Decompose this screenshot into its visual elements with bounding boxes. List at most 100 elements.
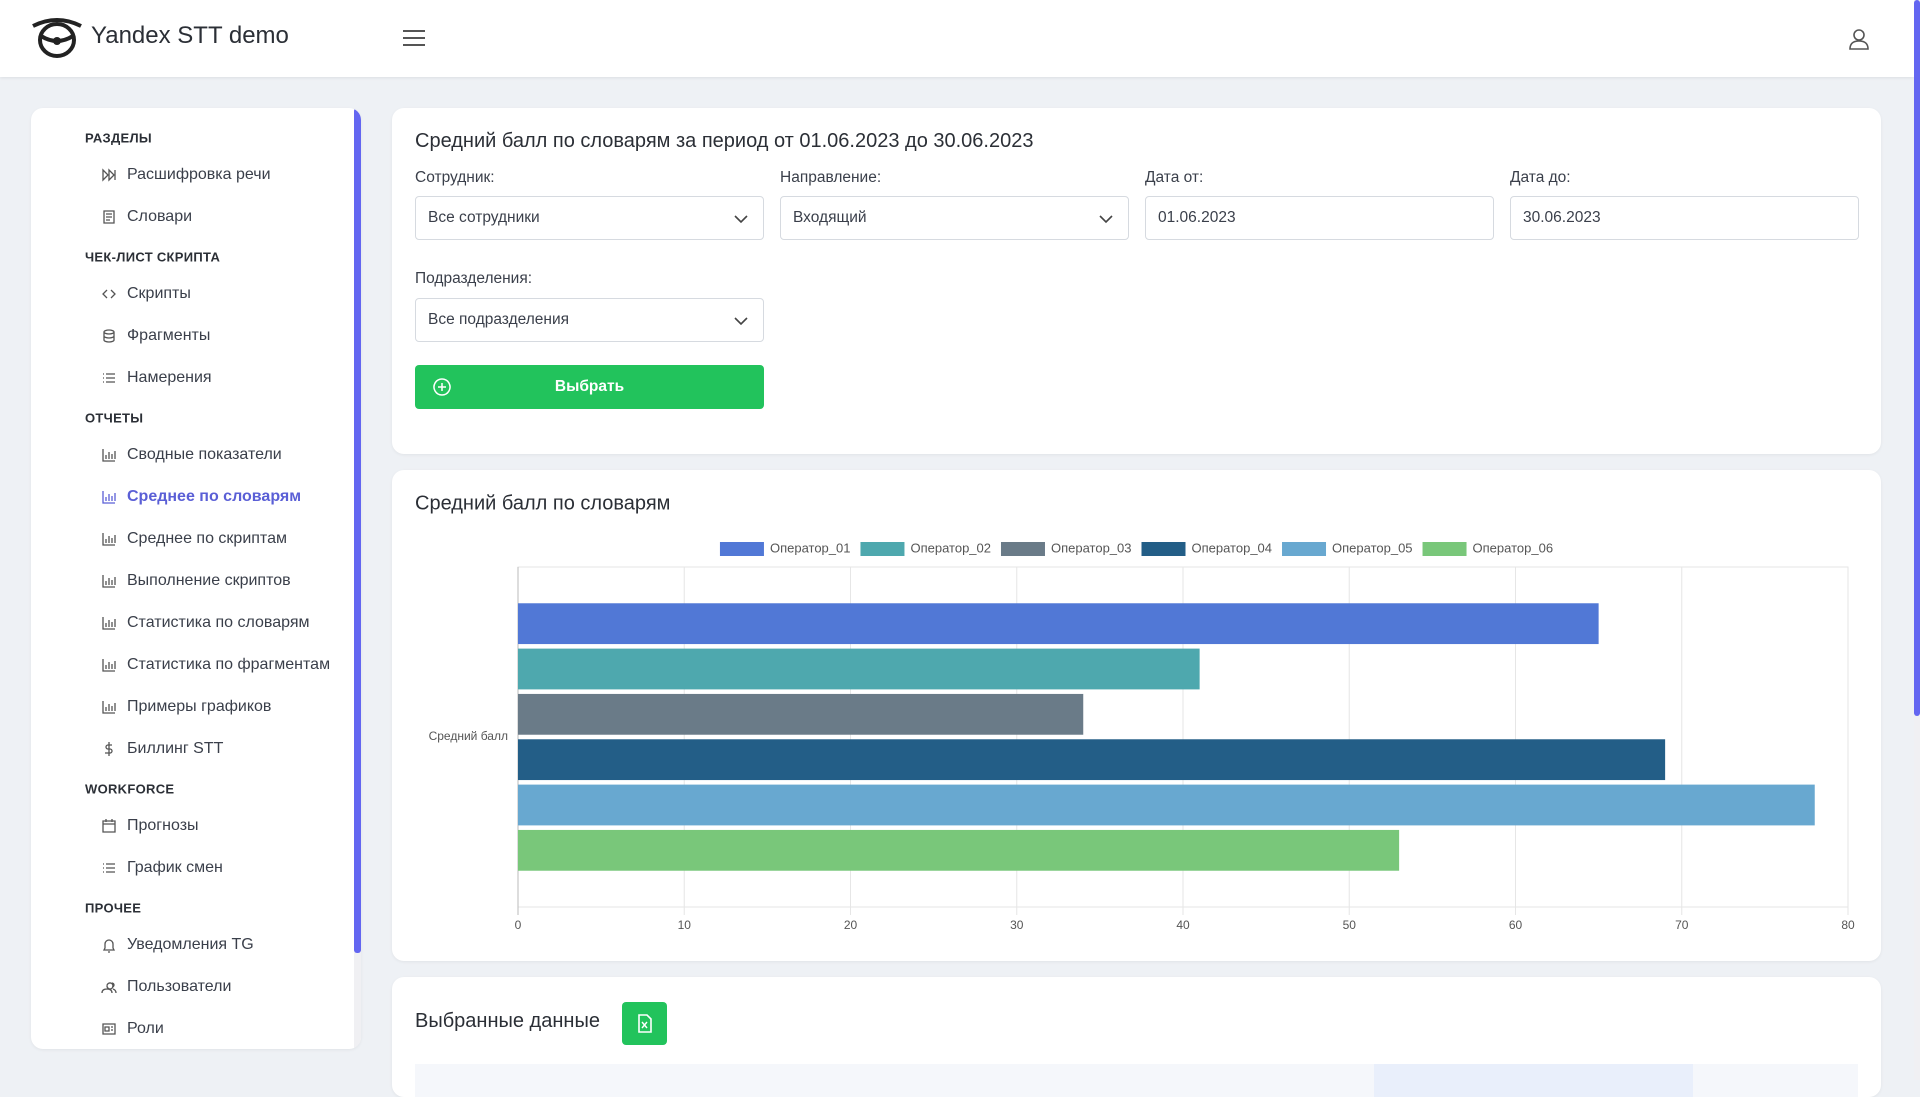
sidebar-item-label: Статистика по словарям [127, 614, 310, 631]
chevron [734, 215, 748, 224]
sidebar-icon [102, 617, 116, 630]
sidebar-item[interactable]: Статистика по фрагментам [77, 647, 361, 683]
legend-label: Оператор_06 [1473, 540, 1554, 555]
sidebar-item[interactable]: График смен [77, 850, 361, 886]
legend-swatch [1282, 542, 1327, 556]
legend-swatch [860, 542, 905, 556]
chevron-path [1099, 215, 1113, 224]
sidebar-item[interactable]: Примеры графиков [77, 689, 361, 725]
field-label: Подразделения: [415, 270, 533, 287]
page-scroll-thumb[interactable] [1914, 0, 1920, 716]
icon-path [103, 329, 115, 343]
sidebar-icon [102, 701, 116, 714]
icon-path [102, 617, 116, 630]
icon-path [102, 701, 116, 714]
sidebar-section-title: ЧЕК-ЛИСТ СКРИПТА [85, 249, 221, 265]
export-button[interactable] [622, 1002, 667, 1045]
menu-toggle[interactable] [402, 28, 426, 48]
legend-label: Оператор_03 [1051, 540, 1132, 555]
sidebar-scroll-thumb[interactable] [354, 108, 361, 953]
sidebar-item[interactable]: Статистика по словарям [77, 605, 361, 641]
sidebar-icon [102, 168, 116, 182]
sidebar-item-label: Фрагменты [127, 327, 211, 344]
button-label: Выбрать [554, 378, 625, 395]
sidebar-item[interactable]: Среднее по словарям [77, 479, 361, 515]
sidebar-icon [103, 373, 115, 383]
button-icon-path [433, 378, 451, 396]
icon-path [102, 491, 116, 504]
sidebar-icon [103, 329, 115, 343]
icon-path [102, 533, 116, 546]
sidebar-icon [103, 863, 115, 873]
icon-path [102, 449, 116, 462]
sidebar-item[interactable]: Намерения [77, 360, 361, 396]
sidebar-item[interactable]: Пользователи [77, 969, 361, 1005]
sidebar-item[interactable]: Выполнение скриптов [77, 563, 361, 599]
bar [518, 603, 1599, 645]
filter-title: Средний балл по словарям за период от 01… [415, 130, 1034, 152]
field-label: Дата от: [1145, 169, 1204, 186]
sidebar-item[interactable]: Скрипты [77, 276, 361, 312]
sidebar-icon [102, 491, 116, 504]
sidebar-item[interactable]: Роли [77, 1011, 361, 1047]
user-menu[interactable] [1847, 27, 1871, 51]
bar [518, 693, 1084, 735]
chevron-path [734, 215, 748, 224]
sidebar-item[interactable]: Прогнозы [77, 808, 361, 844]
top-bar: Yandex STT demo [0, 0, 1914, 77]
field-value: 30.06.2023 [1523, 209, 1601, 226]
legend-label: Оператор_02 [910, 540, 991, 555]
sidebar-item-label: Расшифровка речи [127, 166, 271, 183]
sidebar-item[interactable]: Биллинг STT [77, 731, 361, 767]
select-field[interactable]: Входящий [780, 196, 1129, 240]
field-label: Дата до: [1510, 169, 1571, 186]
sidebar-item[interactable]: Словари [77, 199, 361, 235]
legend-label: Оператор_04 [1192, 540, 1273, 555]
date-field[interactable]: 30.06.2023 [1510, 196, 1859, 240]
select-field[interactable]: Все сотрудники [415, 196, 764, 240]
sidebar-icon [102, 575, 116, 588]
sidebar-section-title: ПРОЧЕЕ [85, 900, 142, 916]
field-value: Входящий [793, 209, 867, 226]
export-icon [638, 1014, 652, 1033]
chart-card: Средний балл по словарям 0 10 20 30 40 50 60 70… [392, 470, 1881, 961]
sidebar-item[interactable]: Фрагменты [77, 318, 361, 354]
sidebar-icon [105, 742, 113, 756]
sidebar-item-label: Пользователи [127, 978, 232, 995]
bar [518, 648, 1200, 690]
sidebar-section-title: РАЗДЕЛЫ [85, 130, 152, 146]
bar [518, 784, 1815, 826]
sidebar-icon [102, 659, 116, 672]
chevron-path [734, 317, 748, 326]
submit-button[interactable]: Выбрать [415, 365, 764, 409]
sidebar-icon [102, 939, 116, 953]
x-tick-label: 50 [1343, 918, 1357, 932]
sidebar-item-label: Намерения [127, 369, 212, 386]
selected-card: Выбранные данные [392, 977, 1881, 1097]
field-value: Все подразделения [428, 311, 569, 328]
button-icon [433, 378, 451, 396]
icon-path [102, 659, 116, 672]
field-label: Направление: [780, 169, 882, 186]
x-tick-label: 0 [515, 918, 522, 932]
chevron [1099, 215, 1113, 224]
sidebar-item[interactable]: Уведомления TG [77, 927, 361, 963]
date-field[interactable]: 01.06.2023 [1145, 196, 1494, 240]
bar [518, 739, 1666, 781]
icon-path [102, 1023, 116, 1035]
bar [518, 829, 1400, 871]
sidebar-item-label: Сводные показатели [127, 446, 282, 463]
select-field[interactable]: Все подразделения [415, 298, 764, 342]
sidebar-icon [102, 533, 116, 546]
sidebar-icon [102, 449, 116, 462]
sidebar-item[interactable]: Сводные показатели [77, 437, 361, 473]
icon-path [102, 289, 116, 299]
chevron [734, 317, 748, 326]
sidebar-item-label: Скрипты [127, 285, 191, 302]
sidebar-item[interactable]: Среднее по скриптам [77, 521, 361, 557]
legend-swatch [1000, 542, 1045, 556]
sidebar-item[interactable]: Расшифровка речи [77, 157, 361, 193]
icon-path [103, 863, 115, 873]
legend-swatch [1422, 542, 1467, 556]
sidebar: РАЗДЕЛЫ Расшифровка речи Словари ЧЕК-ЛИСТ С… [31, 108, 361, 1049]
